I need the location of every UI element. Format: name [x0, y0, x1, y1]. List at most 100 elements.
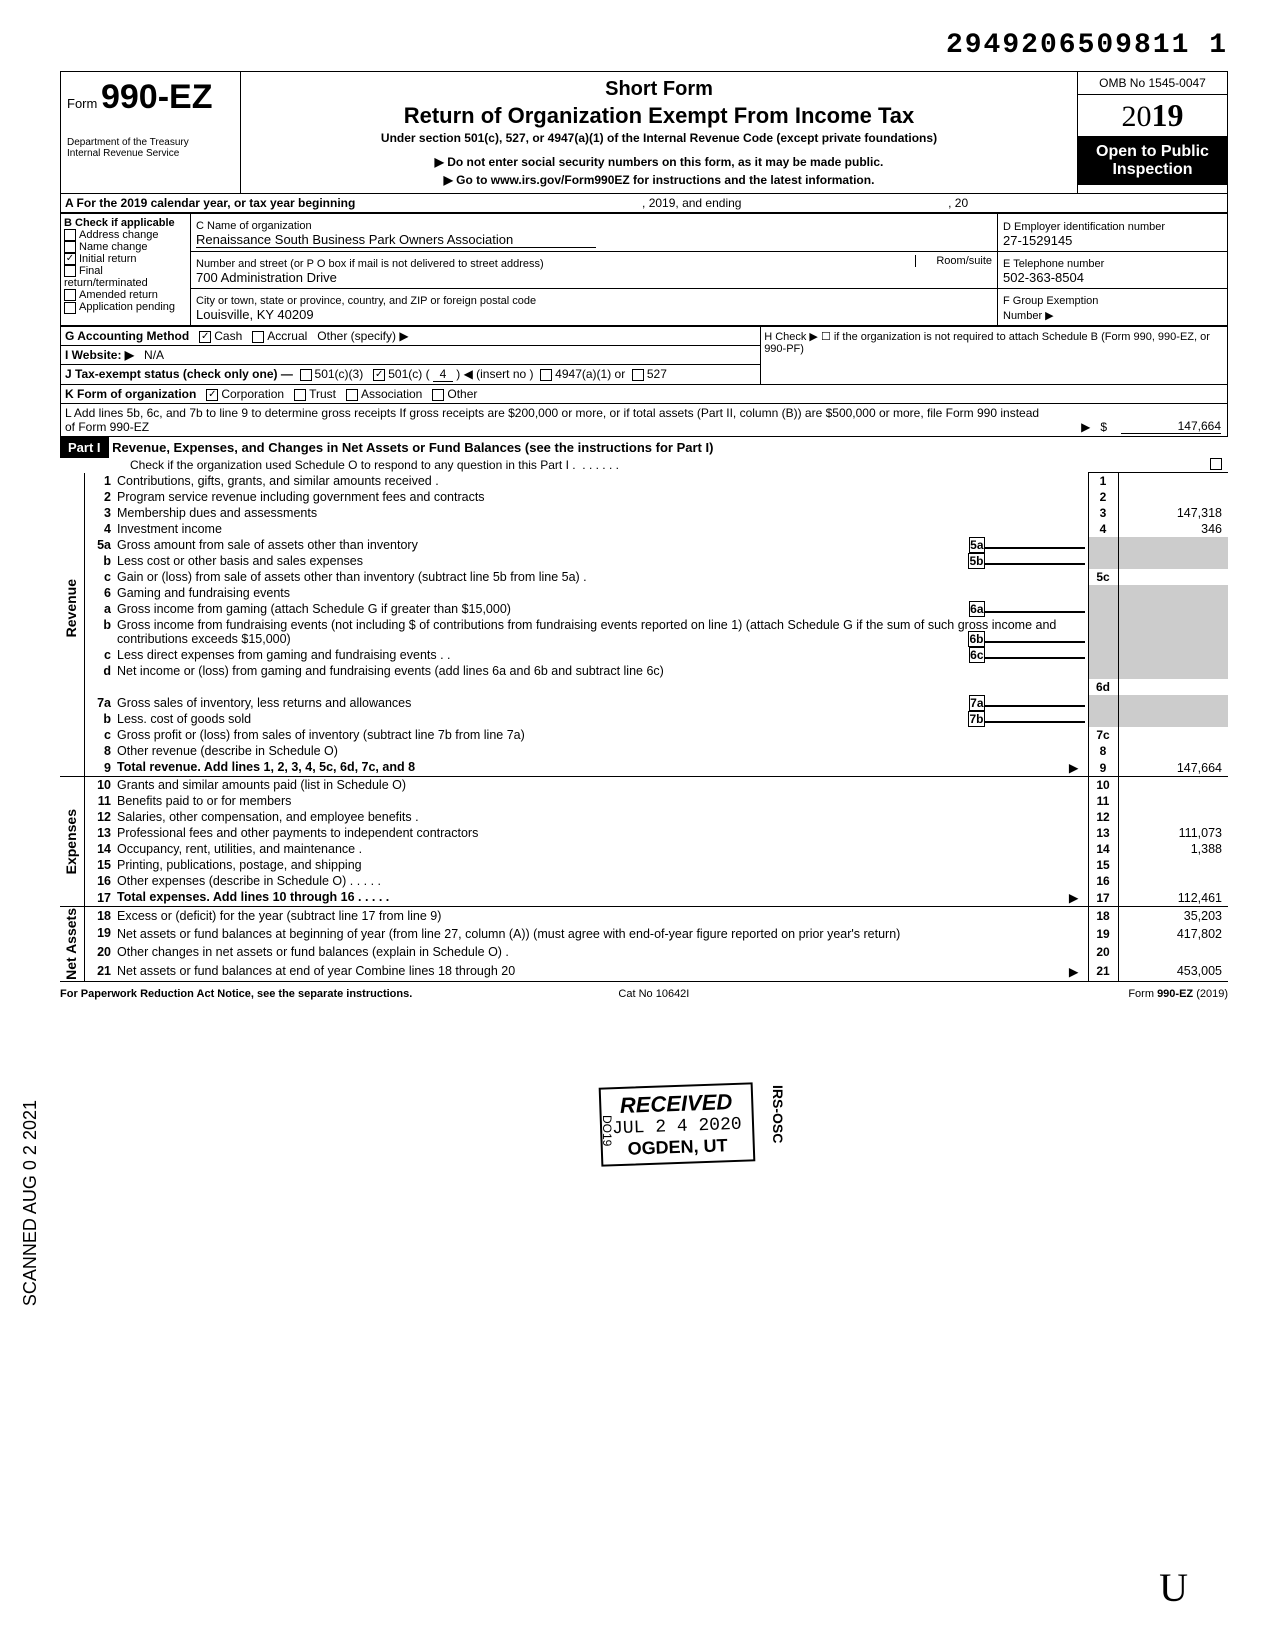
- g-other: Other (specify) ▶: [317, 329, 408, 343]
- nc-14: 14: [1088, 841, 1118, 857]
- g-accrual: Accrual: [267, 329, 307, 343]
- k-label: K Form of organization: [65, 387, 196, 401]
- amt-11: [1118, 793, 1228, 809]
- amt-2: [1118, 489, 1228, 505]
- ln-11: 11: [98, 794, 111, 808]
- ln-21: 21: [97, 964, 111, 978]
- in-7a: 7a: [969, 695, 984, 711]
- opt-address: Address change: [79, 229, 159, 241]
- part1-check: Check if the organization used Schedule …: [130, 458, 576, 472]
- under-section: Under section 501(c), 527, or 4947(a)(1)…: [251, 131, 1067, 145]
- nc-6d: 6d: [1088, 679, 1118, 695]
- amt-15: [1118, 857, 1228, 873]
- chk-initial[interactable]: ✓: [64, 253, 76, 265]
- arr-21: ▶: [1069, 964, 1085, 979]
- stamp-ogden: OGDEN, UT: [612, 1135, 742, 1161]
- chk-accrual[interactable]: [252, 331, 264, 343]
- chk-trust[interactable]: [294, 389, 306, 401]
- chk-scho[interactable]: [1210, 458, 1222, 470]
- nc-4: 4: [1088, 521, 1118, 537]
- chk-assoc[interactable]: [346, 389, 358, 401]
- nc-18: 18: [1088, 907, 1118, 926]
- chk-pending[interactable]: [64, 302, 76, 314]
- txt-7a: Gross sales of inventory, less returns a…: [117, 696, 411, 710]
- j-501c: 501(c) (: [388, 367, 429, 381]
- section-netassets: Net Assets: [63, 908, 79, 980]
- txt-16: Other expenses (describe in Schedule O) …: [114, 873, 1088, 889]
- omb-number: OMB No 1545-0047: [1078, 72, 1227, 95]
- txt-6b: Gross income from fundraising events (no…: [117, 618, 1056, 646]
- ln-14: 14: [97, 842, 111, 856]
- room-label: Room/suite: [915, 255, 992, 267]
- opt-name: Name change: [79, 241, 148, 253]
- txt-8: Other revenue (describe in Schedule O): [114, 743, 1088, 759]
- txt-2: Program service revenue including govern…: [114, 489, 1088, 505]
- ln-10: 10: [97, 778, 111, 792]
- goto-url: ▶ Go to www.irs.gov/Form990EZ for instru…: [251, 173, 1067, 187]
- ln-5a: 5a: [97, 538, 111, 552]
- nc-12: 12: [1088, 809, 1118, 825]
- form-label: Form: [67, 96, 97, 111]
- k-other: Other: [447, 387, 477, 401]
- nc-2: 2: [1088, 489, 1118, 505]
- phone: 502-363-8504: [1003, 270, 1084, 285]
- k-assoc: Association: [361, 387, 422, 401]
- line-a: A For the 2019 calendar year, or tax yea…: [65, 196, 355, 210]
- chk-501c3[interactable]: [300, 369, 312, 381]
- txt-1: Contributions, gifts, grants, and simila…: [114, 473, 1088, 490]
- ssn-warning: ▶ Do not enter social security numbers o…: [251, 155, 1067, 169]
- nc-19: 19: [1088, 925, 1118, 943]
- nc-3: 3: [1088, 505, 1118, 521]
- txt-6a: Gross income from gaming (attach Schedul…: [117, 602, 511, 616]
- txt-18: Excess or (deficit) for the year (subtra…: [114, 907, 1088, 926]
- city: Louisville, KY 40209: [196, 307, 314, 322]
- txt-7c: Gross profit or (loss) from sales of inv…: [114, 727, 1088, 743]
- txt-5a: Gross amount from sale of assets other t…: [117, 538, 418, 552]
- street-label: Number and street (or P O box if mail is…: [196, 258, 544, 270]
- txt-5b: Less cost or other basis and sales expen…: [117, 554, 363, 568]
- chk-corp[interactable]: ✓: [206, 389, 218, 401]
- street: 700 Administration Drive: [196, 270, 337, 285]
- chk-address[interactable]: [64, 229, 76, 241]
- txt-11: Benefits paid to or for members: [114, 793, 1088, 809]
- scanned-stamp: SCANNED AUG 0 2 2021: [20, 1100, 41, 1306]
- chk-4947[interactable]: [540, 369, 552, 381]
- chk-other[interactable]: [432, 389, 444, 401]
- d-label: D Employer identification number: [1003, 221, 1165, 233]
- ln-4: 4: [104, 522, 111, 536]
- chk-name[interactable]: [64, 241, 76, 253]
- txt-6c: Less direct expenses from gaming and fun…: [117, 648, 451, 662]
- amt-19: 417,802: [1118, 925, 1228, 943]
- j-insert: 4: [433, 367, 453, 382]
- ln-1: 1: [104, 474, 111, 488]
- f-label2: Number ▶: [1003, 310, 1054, 322]
- ln-8: 8: [104, 744, 111, 758]
- ln-7c: c: [104, 728, 111, 742]
- chk-final[interactable]: [64, 265, 76, 277]
- opt-amended: Amended return: [79, 289, 158, 301]
- form-990ez: Form 990-EZ Department of the Treasury I…: [60, 71, 1228, 194]
- ln-12: 12: [97, 810, 111, 824]
- ln-3: 3: [104, 506, 111, 520]
- chk-501c[interactable]: ✓: [373, 369, 385, 381]
- in-6b: 6b: [968, 631, 984, 647]
- l-amount: 147,664: [1121, 419, 1221, 434]
- line-a-mid: , 2019, and ending: [642, 196, 741, 210]
- ln-17: 17: [97, 891, 111, 905]
- txt-19: Net assets or fund balances at beginning…: [114, 925, 1088, 943]
- amt-5c: [1118, 569, 1228, 585]
- line-a-end: , 20: [948, 196, 968, 210]
- amt-12: [1118, 809, 1228, 825]
- txt-12: Salaries, other compensation, and employ…: [114, 809, 1088, 825]
- ln-18: 18: [97, 909, 111, 923]
- chk-527[interactable]: [632, 369, 644, 381]
- website: N/A: [144, 348, 164, 362]
- chk-amended[interactable]: [64, 289, 76, 301]
- form-title: Return of Organization Exempt From Incom…: [251, 103, 1067, 129]
- amt-16: [1118, 873, 1228, 889]
- short-form-label: Short Form: [251, 78, 1067, 101]
- chk-cash[interactable]: ✓: [199, 331, 211, 343]
- txt-6d: Net income or (loss) from gaming and fun…: [114, 663, 1088, 679]
- stamp-do19: DO19: [600, 1115, 614, 1146]
- form-number: 990-EZ: [101, 78, 213, 116]
